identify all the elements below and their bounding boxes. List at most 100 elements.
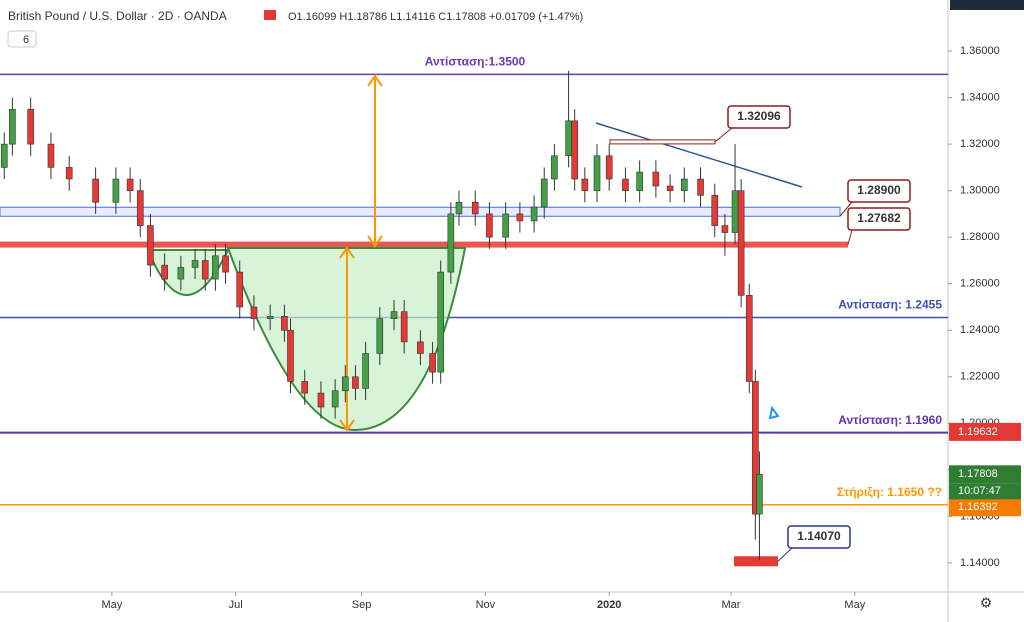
- candle-body: [455, 201, 463, 215]
- candle-body: [362, 353, 369, 389]
- y-tick-label: 1.28000: [960, 231, 1000, 243]
- arrow-heads: [339, 246, 355, 432]
- x-tick-label: Mar: [722, 599, 741, 611]
- x-tick-label: May: [844, 599, 865, 611]
- callout-pointer: [847, 229, 853, 245]
- y-tick-label: 1.34000: [960, 92, 1000, 104]
- candle-body: [341, 376, 349, 392]
- candle-body: [281, 315, 288, 331]
- callout-pointer: [777, 547, 793, 562]
- candle-body: [266, 315, 274, 319]
- candle-body: [222, 255, 229, 273]
- candle-body: [65, 167, 73, 180]
- candle-body: [147, 225, 154, 266]
- candle-body: [681, 178, 688, 191]
- trend-line: [595, 122, 803, 188]
- candle-body: [731, 190, 739, 233]
- price-tag: [949, 498, 1021, 517]
- callout-box: [847, 207, 911, 231]
- candle-body: [581, 178, 589, 191]
- interval-label[interactable]: 6: [23, 34, 29, 46]
- ohlc: O1.16099 H1.18786 L1.14116 C1.17808 +0.0…: [288, 11, 583, 23]
- candle-body: [565, 120, 572, 157]
- callout-pointer: [839, 201, 853, 217]
- candle-body: [429, 353, 436, 373]
- flag-icon: [264, 10, 276, 20]
- candle-body: [711, 195, 719, 226]
- interval-button[interactable]: [7, 30, 37, 48]
- candle-body: [212, 255, 219, 280]
- candle-body: [752, 381, 759, 515]
- candle-body: [201, 260, 209, 280]
- cursor-icon: [768, 405, 780, 420]
- candle-body: [236, 271, 244, 308]
- candle-body: [471, 201, 479, 215]
- candle-body: [390, 311, 398, 319]
- candle-body: [756, 474, 763, 515]
- candle-body: [652, 171, 660, 187]
- candle-body: [177, 267, 185, 280]
- countdown-tag: [949, 483, 1021, 500]
- callout-label: 1.27682: [857, 211, 901, 225]
- candle-body: [540, 178, 548, 208]
- drawings: [146, 74, 803, 432]
- x-tick-label: 2020: [597, 599, 621, 611]
- y-tick-label: 1.36000: [960, 45, 1000, 57]
- candle-body: [191, 260, 199, 268]
- candle-body: [301, 381, 308, 394]
- level-label: Αντίσταση: 1.1960: [838, 413, 942, 427]
- candle-body: [126, 178, 134, 191]
- zone: [0, 241, 848, 248]
- candle-body: [593, 155, 601, 191]
- candle-body: [437, 271, 445, 373]
- candle-body: [27, 108, 34, 145]
- y-tick-label: 1.22000: [960, 371, 1000, 383]
- candle-body: [502, 213, 509, 238]
- candle-body: [530, 206, 538, 222]
- y-tick-label: 1.24000: [960, 324, 1000, 336]
- candle-body: [331, 390, 339, 408]
- candle-body: [112, 178, 120, 203]
- callout-box: [787, 525, 851, 549]
- x-tick-label: Jul: [229, 599, 243, 611]
- x-tick-label: May: [101, 599, 122, 611]
- settings-icon[interactable]: ⚙: [980, 595, 993, 611]
- x-tick-label: Sep: [352, 599, 372, 611]
- candle-body: [605, 155, 613, 180]
- price-tag-label: 1.19632: [958, 426, 998, 438]
- candle-body: [250, 306, 258, 319]
- callout-box: [727, 105, 791, 129]
- candle-body: [486, 213, 493, 238]
- level-label: Αντίσταση:1.3500: [425, 55, 526, 69]
- callout-label: 1.32096: [737, 109, 781, 123]
- candle-body: [92, 178, 99, 203]
- price-tag-label: 1.17808: [958, 468, 998, 480]
- top-bar: [950, 0, 1024, 10]
- zone: [0, 206, 841, 217]
- countdown: 10:07:47: [958, 485, 1001, 497]
- zone: [734, 556, 778, 567]
- candle-body: [376, 318, 384, 354]
- candle-body: [287, 329, 294, 382]
- candle-body: [352, 376, 359, 389]
- candle-body: [516, 213, 524, 222]
- candle-body: [666, 185, 674, 191]
- price-tag: [949, 465, 1021, 484]
- candle-body: [447, 213, 455, 273]
- y-tick-label: 1.14000: [960, 557, 1000, 569]
- symbol-title: British Pound / U.S. Dollar · 2D · OANDA: [8, 9, 227, 23]
- grid: [0, 73, 948, 506]
- candle-body: [721, 225, 729, 233]
- arrow-heads: [367, 74, 383, 248]
- y-tick-label: 1.30000: [960, 185, 1000, 197]
- callout-label: 1.14070: [797, 529, 841, 543]
- candle-body: [622, 178, 629, 191]
- candle-body: [0, 143, 8, 168]
- candle-body: [636, 171, 643, 191]
- callout-pointer: [714, 127, 733, 143]
- candle-body: [9, 108, 16, 145]
- candle-body: [47, 143, 55, 168]
